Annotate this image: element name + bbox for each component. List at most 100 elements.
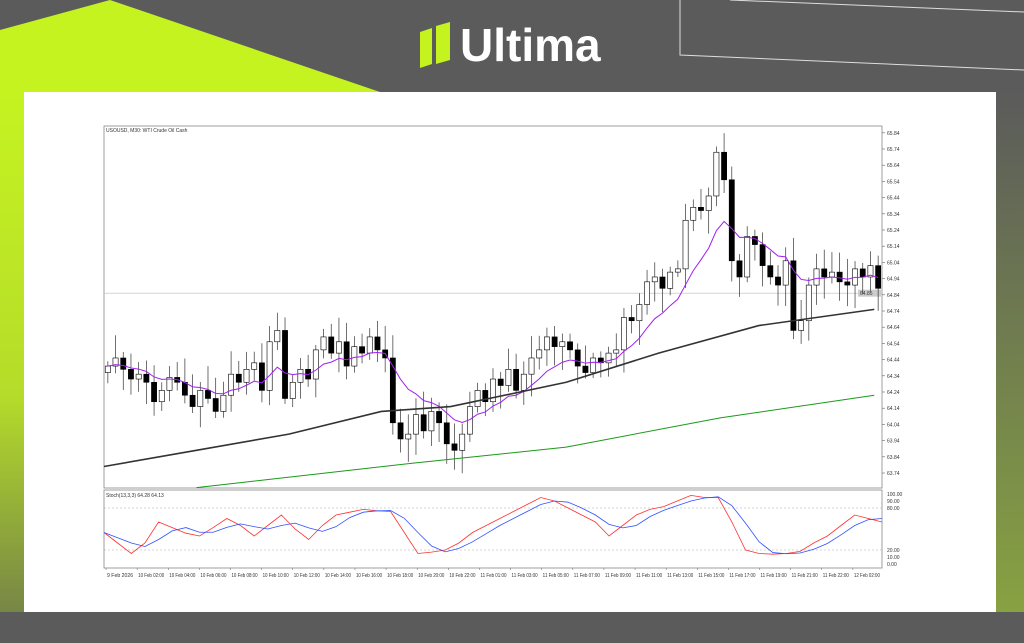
candle-body [744, 236, 751, 278]
candle-body [274, 330, 281, 343]
candle-body [813, 268, 820, 286]
time-tick-label: 11 Feb 17:00 [729, 573, 755, 579]
candle-body [844, 281, 851, 286]
candle-body [698, 207, 704, 211]
right-band [996, 92, 1024, 643]
candle-body [389, 357, 396, 424]
price-tick-label: 63.74 [887, 471, 900, 477]
candle-body [767, 265, 774, 278]
candle-body [128, 369, 134, 380]
candle-body [605, 352, 612, 364]
candle-body [482, 390, 489, 403]
candle-body [428, 411, 435, 432]
candle-body [544, 336, 550, 351]
candle-body [282, 330, 288, 399]
time-tick-label: 11 Feb 15:00 [698, 573, 724, 579]
candle-body [829, 271, 835, 278]
candle-body [359, 346, 365, 354]
price-tick-label: 64.24 [887, 390, 900, 396]
time-tick-label: 10 Feb 22:00 [449, 573, 475, 579]
candle-body [336, 341, 342, 354]
lime-triangle [0, 0, 380, 92]
chart-card: USOUSD, M30: WTI Crude Oil Cash Stoch(13… [24, 92, 996, 612]
candle-body [351, 346, 358, 367]
candle-body [859, 268, 866, 278]
candle-body [181, 381, 188, 396]
candle-body [205, 390, 211, 399]
candle-body [528, 357, 535, 375]
candle-body [436, 411, 442, 424]
time-tick-label: 11 Feb 05:00 [543, 573, 569, 579]
candle-body [821, 268, 828, 278]
candle-body [520, 373, 527, 391]
candle-body [397, 422, 404, 440]
candle-body [721, 151, 727, 181]
candle-body [705, 195, 712, 211]
candle-body [574, 349, 581, 367]
price-chart[interactable]: USOUSD, M30: WTI Crude Oil Cash Stoch(13… [24, 92, 996, 612]
time-tick-label: 11 Feb 13:00 [667, 573, 693, 579]
oscillator-label: Stoch(13,3,3) 64.28 64.13 [106, 493, 164, 499]
time-tick-label: 11 Feb 01:00 [480, 573, 506, 579]
time-tick-label: 10 Feb 16:00 [356, 573, 382, 579]
candle-body [220, 394, 227, 412]
candle-body [759, 244, 766, 266]
time-tick-label: 10 Feb 10:00 [263, 573, 289, 579]
candle-body [636, 304, 643, 322]
candle-body [659, 276, 666, 289]
current-price-label: 64.85 [860, 291, 873, 297]
current-price-badge [858, 289, 881, 297]
time-tick-label: 9 Feb 2026 [107, 573, 133, 579]
candle-body [728, 179, 735, 262]
candle-body [782, 260, 789, 286]
time-tick-label: 10 Feb 14:00 [325, 573, 351, 579]
candle-body [112, 357, 119, 367]
candle-body [736, 260, 743, 278]
oscillator-tick-label: 10.00 [887, 555, 900, 561]
fast-moving-average-line [107, 220, 879, 423]
time-tick-label: 11 Feb 11:00 [636, 573, 662, 579]
bottom-band [0, 612, 1024, 643]
candle-body [235, 373, 242, 383]
price-tick-label: 65.74 [887, 147, 900, 153]
time-tick-label: 11 Feb 21:00 [792, 573, 818, 579]
time-tick-label: 10 Feb 08:00 [231, 573, 257, 579]
candle-body [690, 207, 697, 221]
candle-body [867, 265, 874, 278]
candle-body [135, 373, 142, 380]
stoch-main-line [103, 494, 883, 555]
candle-body [682, 219, 689, 270]
time-tick-label: 12 Feb 02:00 [854, 573, 880, 579]
price-tick-label: 64.04 [887, 422, 900, 428]
time-tick-label: 11 Feb 07:00 [574, 573, 600, 579]
medium-moving-average-line [103, 308, 875, 468]
candle-body [590, 357, 597, 373]
oscillator-pane-border [103, 489, 883, 569]
candle-body [120, 357, 127, 370]
time-tick-label: 11 Feb 19:00 [761, 573, 787, 579]
price-tick-label: 65.34 [887, 212, 900, 218]
oscillator-tick-label: 90.00 [887, 499, 900, 505]
candle-body [713, 151, 720, 197]
candle-body [151, 381, 157, 403]
price-tick-label: 63.84 [887, 455, 900, 461]
candle-body [212, 398, 219, 412]
candle-body [798, 320, 805, 331]
candle-body [197, 390, 204, 407]
candle-body [459, 433, 466, 451]
price-tick-label: 63.94 [887, 439, 900, 445]
price-tick-label: 65.84 [887, 131, 900, 137]
time-tick-label: 11 Feb 22:00 [823, 573, 849, 579]
candle-body [297, 369, 304, 383]
price-tick-label: 65.54 [887, 179, 900, 185]
candle-body [312, 349, 319, 380]
candle-body [143, 373, 150, 383]
candle-body [651, 276, 658, 283]
price-tick-label: 64.94 [887, 277, 900, 283]
candle-body [243, 369, 250, 383]
candle-body [266, 341, 273, 391]
time-tick-label: 10 Feb 20:00 [418, 573, 444, 579]
time-tick-label: 11 Feb 03:00 [512, 573, 538, 579]
candle-body [497, 378, 504, 386]
price-tick-label: 64.44 [887, 358, 900, 364]
